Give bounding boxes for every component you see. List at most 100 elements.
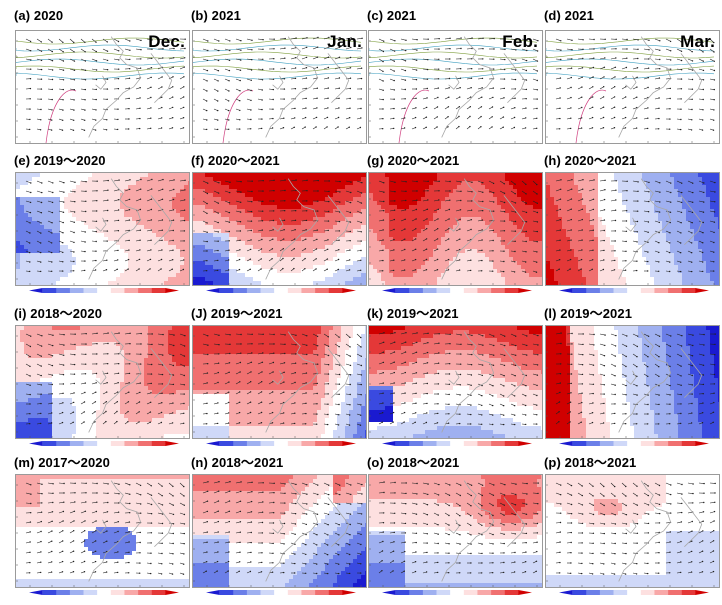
field-cell: [309, 217, 314, 222]
field-cell: [16, 277, 21, 282]
field-cell: [373, 213, 378, 218]
field-cell: [80, 233, 85, 238]
field-cell: [160, 265, 165, 270]
arrow-head: [702, 119, 704, 121]
field-cell: [409, 205, 414, 210]
arrow-head: [217, 259, 219, 262]
wind-arrow: [433, 87, 439, 90]
arrow-head: [405, 49, 407, 52]
field-cell: [321, 261, 326, 266]
anomaly-map: [368, 172, 543, 286]
arrow-head: [316, 97, 318, 99]
field-cell: [205, 237, 210, 242]
wind-arrow: [69, 240, 75, 243]
wind-arrow: [687, 38, 693, 43]
wind-arrow: [257, 68, 263, 70]
field-cell: [505, 173, 510, 178]
field-cell: [84, 257, 89, 262]
field-cell: [381, 209, 386, 214]
field-cell: [357, 217, 362, 222]
field-cell: [68, 185, 73, 190]
field-cell: [76, 193, 81, 198]
anomaly-map: [192, 172, 367, 286]
arrow-head: [414, 116, 417, 119]
arrow-head: [128, 77, 131, 79]
field-cell: [56, 261, 61, 266]
arrow-head: [691, 69, 694, 71]
wind-arrow: [91, 240, 97, 242]
arrow-head: [382, 128, 384, 130]
colorbar-swatch: [315, 288, 329, 293]
field-cell: [277, 205, 282, 210]
field-cell: [365, 181, 366, 186]
field-cell: [120, 197, 125, 202]
field-cell: [120, 213, 125, 218]
wind-arrow: [113, 58, 119, 61]
field-cell: [305, 241, 310, 246]
field-cell: [493, 217, 498, 222]
arrow-head: [459, 96, 461, 98]
field-cell: [337, 193, 342, 198]
field-cell: [136, 193, 141, 198]
field-cell: [156, 245, 161, 250]
field-cell: [205, 173, 210, 178]
field-cell: [112, 193, 117, 198]
wind-map: Mar.: [545, 30, 720, 144]
field-cell: [341, 217, 346, 222]
field-cell: [84, 233, 89, 238]
field-cell: [168, 209, 173, 214]
wind-arrow: [235, 68, 241, 71]
wind-arrow: [290, 47, 296, 50]
field-cell: [301, 221, 306, 226]
field-cell: [349, 229, 354, 234]
field-cell: [245, 233, 250, 238]
field-cell: [361, 209, 366, 214]
field-cell: [184, 269, 189, 274]
arrow-head: [447, 106, 450, 108]
field-cell: [285, 189, 290, 194]
arrow-head: [29, 222, 31, 224]
field-cell: [445, 201, 450, 206]
field-cell: [52, 221, 57, 226]
field-cell: [225, 269, 230, 274]
field-cell: [337, 181, 342, 186]
field-cell: [449, 177, 454, 182]
wind-arrow: [246, 48, 252, 51]
field-cell: [365, 249, 366, 254]
field-cell: [96, 281, 101, 285]
field-cell: [297, 273, 302, 278]
field-cell: [193, 257, 198, 262]
field-cell: [152, 233, 157, 238]
field-cell: [369, 197, 374, 202]
field-cell: [197, 241, 202, 246]
field-cell: [517, 193, 522, 198]
field-cell: [100, 217, 105, 222]
field-cell: [108, 217, 113, 222]
field-cell: [317, 257, 322, 262]
field-cell: [40, 237, 45, 242]
field-cell: [349, 241, 354, 246]
arrow-head: [460, 68, 462, 70]
field-cell: [329, 273, 334, 278]
field-cell: [88, 217, 93, 222]
wind-arrow: [488, 97, 494, 100]
field-cell: [253, 213, 258, 218]
field-cell: [445, 193, 450, 198]
field-cell: [261, 229, 266, 234]
field-cell: [221, 173, 226, 178]
wind-arrow: [301, 77, 307, 80]
field-cell: [124, 257, 129, 262]
wind-arrow: [665, 48, 671, 52]
field-cell: [309, 185, 314, 190]
wind-arrow: [213, 68, 219, 71]
field-cell: [128, 281, 133, 285]
field-cell: [349, 201, 354, 206]
field-cell: [64, 237, 69, 242]
field-cell: [52, 189, 57, 194]
colorbar-svg: [29, 288, 179, 293]
field-cell: [453, 213, 458, 218]
wind-arrow: [687, 58, 693, 62]
field-cell: [249, 217, 254, 222]
arrow-head: [448, 87, 450, 89]
field-cell: [116, 253, 121, 258]
